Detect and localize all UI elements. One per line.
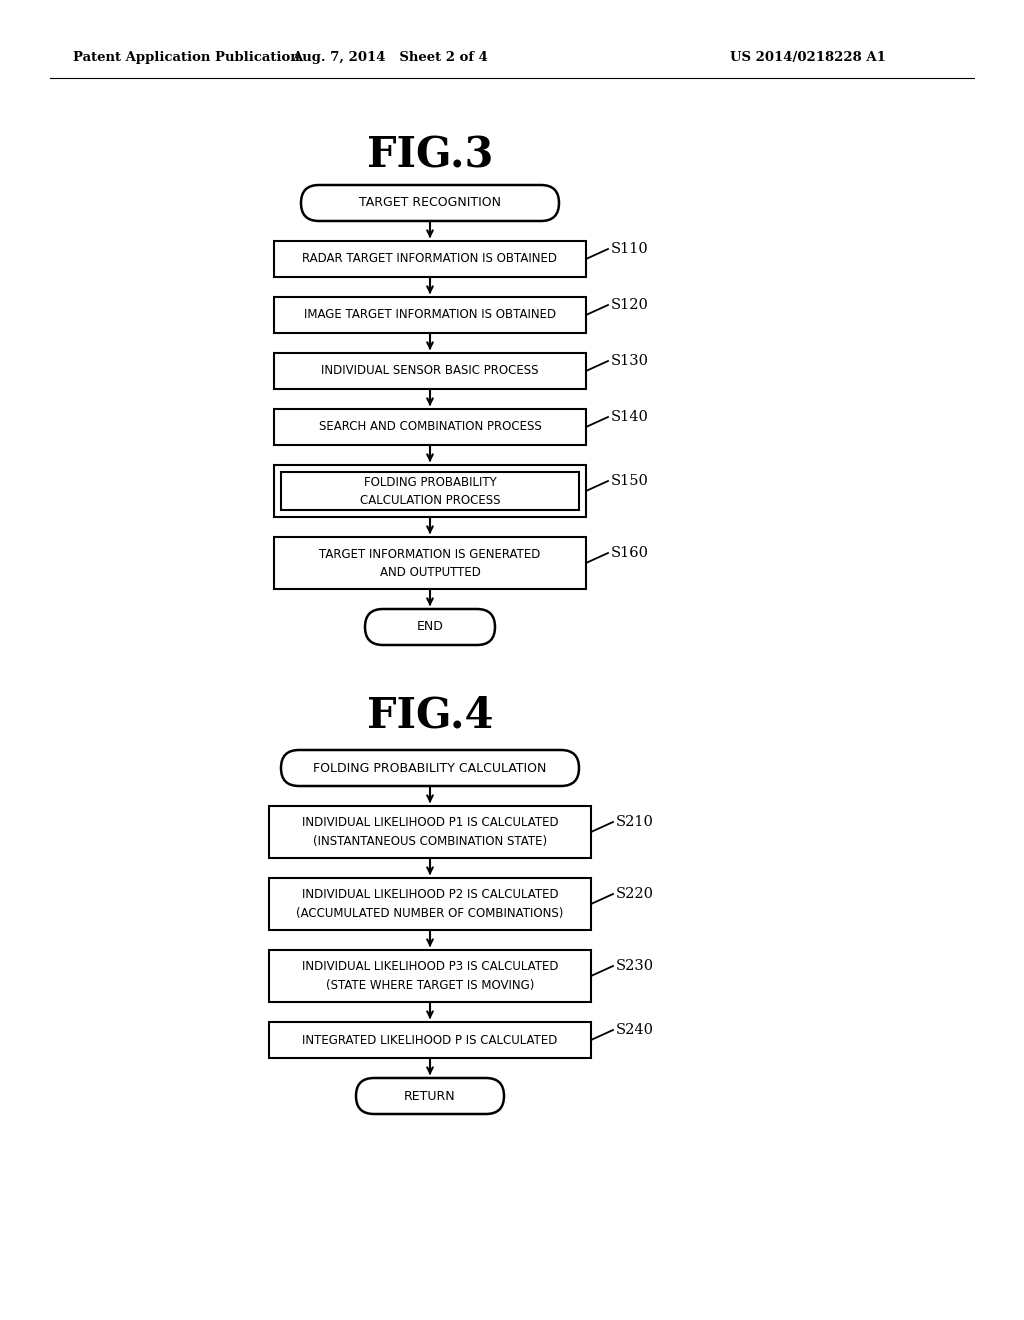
Bar [269,950,591,1002]
Text: INDIVIDUAL LIKELIHOOD P1 IS CALCULATED
(INSTANTANEOUS COMBINATION STATE): INDIVIDUAL LIKELIHOOD P1 IS CALCULATED (… [302,817,558,847]
Text: FIG.4: FIG.4 [367,694,494,737]
Text: S120: S120 [611,298,649,312]
Text: S230: S230 [616,960,654,973]
FancyBboxPatch shape [301,185,559,220]
Text: INTEGRATED LIKELIHOOD P IS CALCULATED: INTEGRATED LIKELIHOOD P IS CALCULATED [302,1034,558,1047]
Bar [269,1022,591,1059]
Bar [274,352,586,389]
Text: S140: S140 [611,411,649,424]
Text: INDIVIDUAL LIKELIHOOD P2 IS CALCULATED
(ACCUMULATED NUMBER OF COMBINATIONS): INDIVIDUAL LIKELIHOOD P2 IS CALCULATED (… [296,888,563,920]
Bar [274,242,586,277]
Text: S110: S110 [611,242,649,256]
Text: SEARCH AND COMBINATION PROCESS: SEARCH AND COMBINATION PROCESS [318,421,542,433]
Bar [269,807,591,858]
Text: FOLDING PROBABILITY CALCULATION: FOLDING PROBABILITY CALCULATION [313,762,547,775]
FancyBboxPatch shape [356,1078,504,1114]
Bar [269,878,591,931]
FancyBboxPatch shape [281,750,579,785]
Text: FOLDING PROBABILITY
CALCULATION PROCESS: FOLDING PROBABILITY CALCULATION PROCESS [359,475,501,507]
Text: S210: S210 [616,814,654,829]
Text: S220: S220 [616,887,654,902]
Text: END: END [417,620,443,634]
Text: S160: S160 [611,546,649,560]
Text: S240: S240 [616,1023,654,1038]
Text: US 2014/0218228 A1: US 2014/0218228 A1 [730,51,886,65]
Text: S150: S150 [611,474,649,488]
Text: TARGET INFORMATION IS GENERATED
AND OUTPUTTED: TARGET INFORMATION IS GENERATED AND OUTP… [319,548,541,578]
Text: RETURN: RETURN [404,1089,456,1102]
Text: TARGET RECOGNITION: TARGET RECOGNITION [359,197,501,210]
Text: INDIVIDUAL SENSOR BASIC PROCESS: INDIVIDUAL SENSOR BASIC PROCESS [322,364,539,378]
Text: INDIVIDUAL LIKELIHOOD P3 IS CALCULATED
(STATE WHERE TARGET IS MOVING): INDIVIDUAL LIKELIHOOD P3 IS CALCULATED (… [302,961,558,991]
Text: IMAGE TARGET INFORMATION IS OBTAINED: IMAGE TARGET INFORMATION IS OBTAINED [304,309,556,322]
FancyBboxPatch shape [365,609,495,645]
Bar [274,409,586,445]
Text: Patent Application Publication: Patent Application Publication [73,51,300,65]
Bar [274,297,586,333]
Text: RADAR TARGET INFORMATION IS OBTAINED: RADAR TARGET INFORMATION IS OBTAINED [302,252,557,265]
Bar [274,537,586,589]
Bar [274,465,586,517]
Text: Aug. 7, 2014   Sheet 2 of 4: Aug. 7, 2014 Sheet 2 of 4 [292,51,488,65]
Text: FIG.3: FIG.3 [367,135,494,176]
Text: S130: S130 [611,354,649,368]
Bar [281,473,579,510]
